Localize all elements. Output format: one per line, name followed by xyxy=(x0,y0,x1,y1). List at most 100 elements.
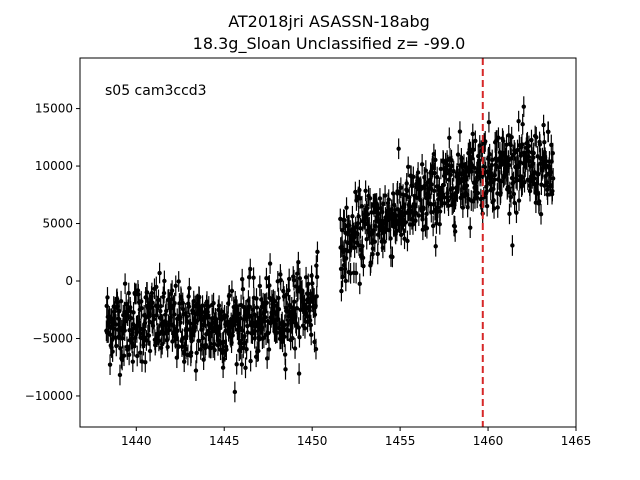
data-point xyxy=(108,332,113,337)
data-point xyxy=(483,139,488,144)
data-point xyxy=(149,290,155,296)
data-point xyxy=(512,150,518,156)
data-point xyxy=(156,297,161,303)
data-point xyxy=(192,324,198,330)
data-point xyxy=(357,196,363,201)
data-point xyxy=(239,362,245,367)
data-point xyxy=(368,260,373,265)
data-point xyxy=(498,190,503,196)
data-point xyxy=(313,346,319,352)
data-point xyxy=(178,320,183,325)
data-point xyxy=(516,118,521,124)
data-point xyxy=(239,341,244,346)
data-point xyxy=(506,163,512,168)
data-point xyxy=(433,244,438,249)
data-point xyxy=(200,335,206,341)
y-tick-label: 15000 xyxy=(35,102,73,116)
data-point xyxy=(286,288,291,293)
data-point xyxy=(514,210,519,215)
data-point xyxy=(172,312,177,317)
data-point xyxy=(309,332,314,338)
data-point xyxy=(521,104,526,109)
data-point xyxy=(538,212,544,217)
data-point xyxy=(264,275,269,281)
data-point xyxy=(445,162,451,168)
y-tick-label: 0 xyxy=(65,274,73,288)
data-point xyxy=(188,350,194,355)
y-tick-label: −10000 xyxy=(25,389,73,403)
data-point xyxy=(292,299,297,304)
data-point xyxy=(390,254,395,260)
data-point xyxy=(343,255,349,261)
data-point xyxy=(196,338,201,344)
data-point xyxy=(542,140,547,145)
y-axis: −10000 −5000 0 5000 10000 15000 xyxy=(25,102,80,403)
x-tick-label: 1460 xyxy=(473,434,504,448)
data-point xyxy=(135,353,140,359)
data-point xyxy=(296,325,301,330)
data-point xyxy=(314,274,320,280)
data-point xyxy=(117,308,122,314)
data-point xyxy=(512,200,517,206)
data-points-layer xyxy=(104,96,556,403)
data-point xyxy=(534,135,539,140)
data-point xyxy=(519,142,525,147)
data-point xyxy=(447,135,452,141)
data-point xyxy=(515,147,520,153)
data-point xyxy=(234,362,239,367)
data-point xyxy=(354,198,359,203)
data-point xyxy=(536,172,541,177)
data-point xyxy=(355,221,361,226)
data-point xyxy=(529,137,534,143)
data-point xyxy=(485,181,490,186)
data-point xyxy=(404,188,410,193)
data-point xyxy=(350,214,355,219)
data-point xyxy=(359,204,365,209)
data-point xyxy=(126,352,132,358)
x-tick-label: 1450 xyxy=(297,434,328,448)
data-point xyxy=(370,246,376,251)
data-point xyxy=(309,273,314,278)
data-point xyxy=(310,281,315,286)
data-point xyxy=(248,266,253,272)
data-point xyxy=(487,152,492,157)
data-point xyxy=(342,217,347,223)
data-point xyxy=(114,343,119,349)
data-point xyxy=(516,164,521,170)
data-point xyxy=(338,216,343,222)
data-point xyxy=(263,315,268,320)
data-point xyxy=(200,303,205,308)
data-point xyxy=(212,347,217,353)
data-point xyxy=(405,238,410,244)
data-point xyxy=(550,150,555,156)
data-point xyxy=(353,270,359,276)
data-point xyxy=(434,221,439,226)
data-point xyxy=(451,169,456,174)
data-point xyxy=(471,147,476,153)
data-point xyxy=(418,186,424,192)
data-point xyxy=(125,347,130,352)
data-point xyxy=(430,164,435,170)
data-point xyxy=(245,330,250,335)
data-point xyxy=(204,331,209,337)
data-point xyxy=(238,316,243,321)
data-point xyxy=(282,334,287,339)
data-point xyxy=(267,283,272,288)
data-point xyxy=(504,142,509,147)
data-point xyxy=(367,196,373,201)
data-point xyxy=(434,174,440,180)
data-point xyxy=(510,243,515,248)
data-point xyxy=(507,211,512,217)
data-point xyxy=(372,239,378,244)
data-point xyxy=(408,204,413,210)
data-point xyxy=(264,356,270,361)
data-point xyxy=(399,232,404,238)
data-point xyxy=(340,274,345,280)
data-point xyxy=(423,168,429,173)
data-point xyxy=(166,327,172,333)
data-point xyxy=(355,231,360,237)
y-tick-label: 10000 xyxy=(35,159,73,173)
data-point xyxy=(511,179,516,185)
data-point xyxy=(266,331,271,336)
